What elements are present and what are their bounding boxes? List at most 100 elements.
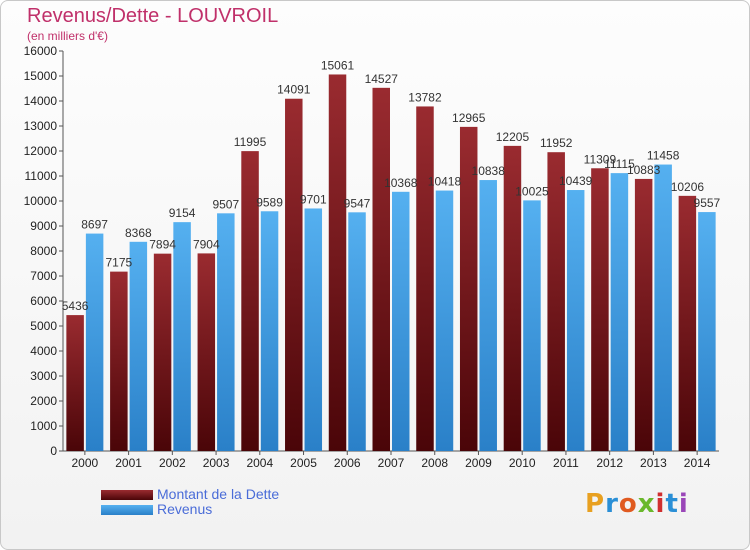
bar-dette — [634, 178, 653, 452]
legend-swatch-revenus — [101, 505, 153, 515]
y-tick-label: 6000 — [30, 294, 57, 308]
data-label-revenus: 10838 — [472, 164, 506, 178]
logo-letter: x — [637, 489, 656, 519]
bar-dette — [328, 74, 347, 451]
bar-revenus — [348, 212, 366, 451]
data-label-revenus: 9547 — [344, 196, 371, 210]
bar-revenus — [523, 200, 541, 451]
logo-letter: P — [585, 489, 606, 519]
data-label-dette: 10206 — [671, 180, 705, 194]
y-tick-label: 12000 — [24, 144, 58, 158]
data-label-dette: 11309 — [584, 152, 617, 166]
bar-revenus — [392, 191, 410, 452]
bar-revenus — [566, 190, 585, 451]
x-tick-label: 2005 — [290, 456, 317, 470]
bar-dette — [678, 195, 697, 451]
data-label-dette: 14527 — [365, 72, 399, 86]
data-label-dette: 13782 — [408, 90, 442, 104]
data-label-dette: 10883 — [627, 163, 661, 177]
x-tick-label: 2009 — [465, 456, 492, 470]
bar-dette — [66, 315, 84, 451]
data-label-dette: 5436 — [62, 299, 89, 313]
x-tick-label: 2013 — [640, 456, 667, 470]
bar-dette — [153, 253, 172, 451]
bar-dette — [503, 145, 522, 451]
data-label-dette: 11995 — [234, 135, 267, 149]
data-label-dette: 15061 — [321, 58, 355, 72]
chart-subtitle: (en milliers d'€) — [27, 29, 108, 43]
x-tick-label: 2001 — [115, 456, 142, 470]
bar-revenus — [129, 241, 148, 451]
bar-revenus — [698, 212, 716, 451]
legend-label-revenus: Revenus — [157, 501, 213, 517]
x-tick-label: 2004 — [246, 456, 273, 470]
data-label-dette: 7904 — [193, 237, 220, 251]
data-label-revenus: 10418 — [428, 175, 462, 189]
data-label-dette: 14091 — [277, 83, 311, 97]
logo-letter: t — [665, 489, 679, 519]
x-tick-label: 2012 — [596, 456, 623, 470]
y-tick-label: 15000 — [24, 69, 58, 83]
y-tick-label: 0 — [50, 444, 57, 458]
x-tick-label: 2011 — [553, 456, 579, 470]
bar-revenus — [304, 208, 323, 451]
bar-dette — [547, 152, 565, 451]
data-label-revenus: 9701 — [300, 192, 327, 206]
x-tick-label: 2003 — [203, 456, 230, 470]
bar-revenus — [610, 173, 629, 451]
y-tick-label: 10000 — [24, 194, 58, 208]
data-label-revenus: 10025 — [515, 184, 549, 198]
y-tick-label: 11000 — [25, 169, 58, 183]
bar-dette — [372, 87, 390, 451]
logo-letter: i — [678, 489, 689, 519]
y-tick-label: 13000 — [24, 119, 58, 133]
data-label-dette: 11952 — [540, 136, 573, 150]
logo-letter: r — [605, 489, 619, 519]
data-label-revenus: 8368 — [125, 226, 152, 240]
data-label-revenus: 9589 — [256, 195, 283, 209]
data-label-revenus: 11115 — [604, 157, 635, 171]
y-tick-label: 1000 — [30, 419, 57, 433]
bar-dette — [459, 126, 478, 451]
bar-dette — [416, 106, 434, 451]
y-tick-label: 2000 — [30, 394, 57, 408]
chart-title: Revenus/Dette - LOUVROIL — [27, 5, 279, 27]
logo-letter: o — [618, 489, 638, 519]
data-label-dette: 12205 — [496, 130, 530, 144]
y-tick-label: 3000 — [30, 369, 57, 383]
y-tick-label: 5000 — [30, 319, 57, 333]
y-tick-label: 4000 — [30, 344, 57, 358]
bar-dette — [285, 98, 303, 451]
logo-letter: i — [655, 489, 666, 519]
legend-swatch-debt — [101, 490, 153, 500]
x-tick-label: 2014 — [684, 456, 711, 470]
data-label-revenus: 9557 — [694, 196, 721, 210]
y-tick-label: 9000 — [30, 219, 57, 233]
bar-revenus — [654, 164, 672, 452]
bar-revenus — [260, 211, 279, 451]
bar-revenus — [173, 222, 191, 451]
data-label-revenus: 9507 — [212, 197, 239, 211]
y-tick-label: 14000 — [24, 94, 58, 108]
bar-dette — [197, 253, 216, 451]
bar-dette — [591, 168, 609, 451]
y-tick-label: 16000 — [24, 44, 58, 58]
bar-dette — [110, 271, 128, 451]
data-label-revenus: 8697 — [81, 218, 108, 232]
data-label-dette: 7175 — [105, 256, 132, 270]
data-label-revenus: 10439 — [559, 174, 593, 188]
legend-label-debt: Montant de la Dette — [157, 486, 280, 502]
data-label-revenus: 11458 — [647, 149, 680, 163]
x-tick-label: 2002 — [159, 456, 186, 470]
y-tick-label: 8000 — [30, 244, 57, 258]
x-tick-label: 2008 — [421, 456, 448, 470]
y-tick-label: 7000 — [30, 269, 57, 283]
data-label-revenus: 9154 — [169, 206, 196, 220]
bar-revenus — [435, 190, 454, 452]
bar-dette — [241, 151, 259, 451]
x-tick-label: 2010 — [509, 456, 536, 470]
data-label-dette: 7894 — [149, 238, 176, 252]
data-label-revenus: 10368 — [384, 176, 418, 190]
proxiti-logo: Proxiti — [585, 489, 689, 519]
